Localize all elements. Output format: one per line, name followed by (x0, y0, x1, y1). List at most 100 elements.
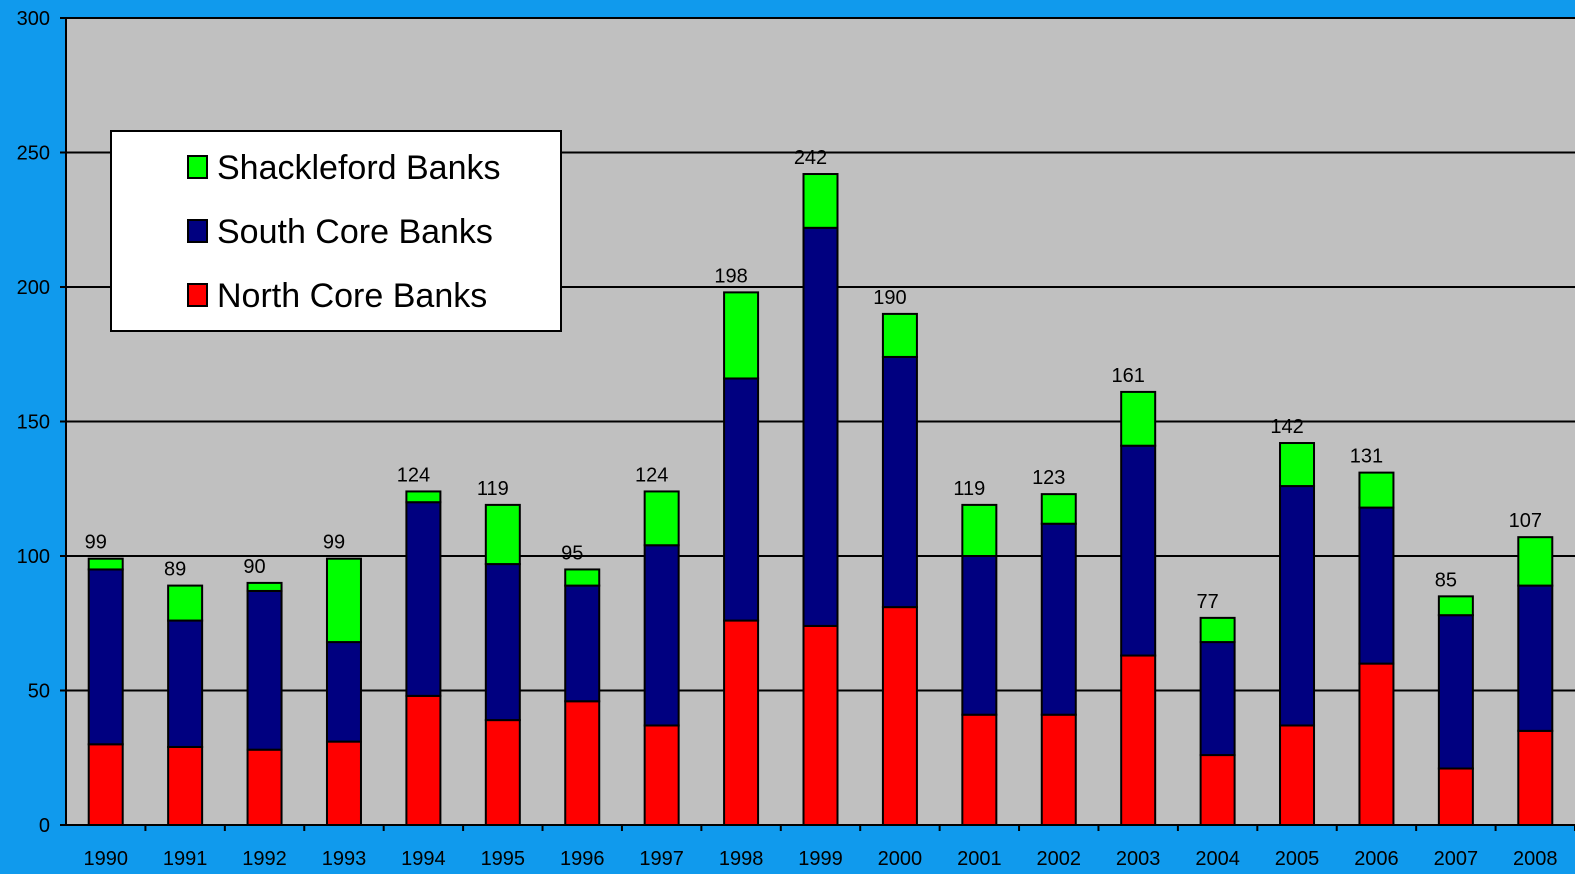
bar-segment (643, 544, 680, 727)
bar-segment (961, 555, 998, 716)
x-tick-label: 2005 (1275, 848, 1320, 870)
legend-label: South Core Banks (217, 213, 493, 251)
bar-segment (1040, 713, 1077, 827)
bar-segment (1358, 662, 1395, 826)
legend-swatch (187, 155, 208, 179)
axes: 0 50 100 150 200 250 300 1990 1991 1992 1993 1994 19… (17, 8, 1575, 870)
legend-box (110, 130, 562, 332)
y-tick-label: 250 (17, 143, 50, 165)
legend-label: North Core Banks (217, 277, 487, 315)
x-tick-label: 2003 (1116, 848, 1161, 870)
total-label: 198 (714, 265, 747, 287)
x-tick-label: 2001 (957, 848, 1002, 870)
bar-segment (881, 355, 918, 609)
bar-segment (643, 724, 680, 826)
bars (87, 173, 1554, 827)
y-tick-label: 50 (28, 681, 50, 703)
x-tick-label: 1991 (163, 848, 208, 870)
bar-segment (87, 568, 124, 746)
bar-segment (405, 694, 442, 826)
total-label: 95 (561, 542, 583, 564)
bar-segment (484, 719, 521, 827)
bar-segment (484, 563, 521, 722)
bar-segment (325, 740, 362, 826)
bar-segment (1358, 471, 1395, 509)
bar-segment (1437, 767, 1474, 827)
bar-segment (802, 226, 839, 627)
bar-segment (723, 619, 760, 826)
total-label: 142 (1270, 416, 1303, 438)
total-label: 90 (243, 556, 265, 578)
x-tick-label: 1998 (719, 848, 764, 870)
x-tick-label: 1995 (481, 848, 526, 870)
bar-segment (1437, 595, 1474, 617)
x-tick-label: 1997 (639, 848, 684, 870)
bar-segment (881, 312, 918, 358)
bar-segment (1040, 493, 1077, 525)
total-label: 242 (794, 147, 827, 169)
bar-segment (1279, 485, 1316, 727)
bar-segment (484, 503, 521, 566)
total-label: 99 (85, 532, 107, 554)
x-tick-label: 1994 (401, 848, 446, 870)
bar-segment (723, 291, 760, 380)
total-label: 99 (323, 532, 345, 554)
bar-segment (325, 557, 362, 644)
bar-segment (1199, 616, 1236, 644)
bar-segment (405, 501, 442, 697)
bar-segment (246, 748, 283, 826)
legend-swatch (187, 219, 208, 243)
total-label: 119 (953, 478, 985, 500)
bar-segment (961, 503, 998, 558)
total-label: 124 (635, 464, 668, 486)
bar-segment (564, 584, 601, 703)
bar-segment (1358, 506, 1395, 665)
total-label: 85 (1435, 569, 1457, 591)
bar-segment (1120, 654, 1157, 827)
x-tick-label: 2002 (1037, 848, 1082, 870)
bar-segment (167, 584, 204, 622)
x-tick-label: 1990 (83, 848, 128, 870)
total-label: 131 (1350, 446, 1383, 468)
x-tick-label: 2004 (1195, 848, 1240, 870)
x-tick-label: 2006 (1354, 848, 1399, 870)
bar-segment (1517, 729, 1554, 826)
x-tick-label: 1992 (242, 848, 287, 870)
bar-segment (1040, 522, 1077, 716)
x-tick-label: 2007 (1434, 848, 1479, 870)
total-label: 161 (1111, 365, 1144, 387)
bar-segment (881, 606, 918, 826)
total-label: 190 (873, 287, 906, 309)
y-tick-label: 300 (17, 8, 50, 30)
total-label: 107 (1509, 510, 1542, 532)
legend-swatch (187, 283, 208, 307)
legend: Shackleford Banks South Core Banks North C… (110, 130, 562, 332)
bar-segment (87, 743, 124, 826)
bar-segment (802, 173, 839, 229)
y-tick-label: 0 (39, 815, 50, 837)
bar-segment (1517, 536, 1554, 587)
bar-segment (1279, 724, 1316, 826)
legend-label: Shackleford Banks (217, 149, 501, 187)
total-label: 124 (397, 464, 430, 486)
bar-segment (246, 589, 283, 751)
y-tick-label: 150 (17, 412, 50, 434)
bar-segment (405, 490, 442, 504)
bar-segment (564, 568, 601, 587)
x-tick-label: 2008 (1513, 848, 1558, 870)
y-tick-label: 100 (17, 546, 50, 568)
bar-segment (167, 619, 204, 748)
bar-segment (802, 624, 839, 826)
bar-segment (1199, 641, 1236, 757)
bar-segment (1120, 390, 1157, 447)
bar-segment (1279, 442, 1316, 488)
bar-segment (1199, 754, 1236, 826)
bar-segment (643, 490, 680, 547)
bar-segment (961, 713, 998, 827)
bar-segment (1437, 614, 1474, 770)
bar-segment (1517, 584, 1554, 732)
x-tick-label: 1999 (798, 848, 843, 870)
bar-segment (723, 377, 760, 622)
total-label: 77 (1196, 591, 1218, 613)
